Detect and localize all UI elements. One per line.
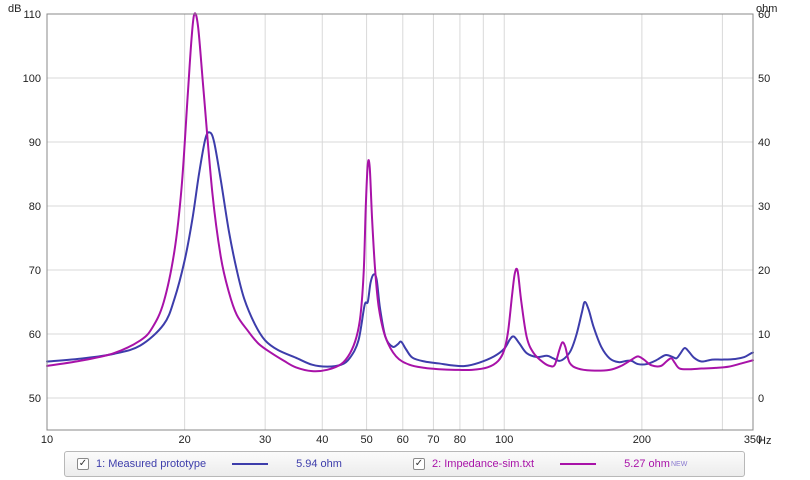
legend-item-sim[interactable]: ✓ 2: Impedance-sim.txt 5.27 ohm NEW: [413, 452, 687, 476]
x-tick-label: 100: [495, 434, 513, 446]
y-right-tick-label: 20: [758, 265, 770, 277]
y-left-unit: dB: [8, 3, 21, 15]
grid-lines: [47, 14, 753, 430]
x-unit: Hz: [758, 435, 771, 447]
legend-bar: ✓ 1: Measured prototype 5.94 ohm ✓ 2: Im…: [64, 451, 745, 477]
legend-label-sim: 2: Impedance-sim.txt: [432, 458, 535, 470]
legend-swatch-sim: [560, 463, 597, 465]
legend-value-sim: 5.27 ohm: [624, 458, 670, 470]
series-layer: [46, 12, 754, 373]
plot-frame: [46, 13, 754, 431]
y-right-tick-label: 0: [758, 393, 764, 405]
checkbox-sim[interactable]: ✓: [413, 458, 425, 470]
y-left-tick-label: 70: [29, 265, 41, 277]
x-tick-label: 30: [259, 434, 271, 446]
x-tick-label: 350: [744, 434, 762, 446]
legend-item-measured[interactable]: ✓ 1: Measured prototype 5.94 ohm: [77, 452, 342, 476]
legend-swatch-measured: [232, 463, 269, 465]
y-right-tick-label: 30: [758, 201, 770, 213]
y-left-tick-label: 110: [23, 9, 41, 21]
new-badge: NEW: [670, 460, 688, 468]
y-right-tick-label: 10: [758, 329, 770, 341]
y-right-unit: ohm: [756, 3, 777, 15]
y-left-tick-label: 100: [23, 73, 41, 85]
legend-value-measured: 5.94 ohm: [296, 458, 342, 470]
x-tick-label: 20: [179, 434, 191, 446]
x-tick-label: 200: [633, 434, 651, 446]
legend-label-measured: 1: Measured prototype: [96, 458, 207, 470]
y-left-tick-label: 80: [29, 201, 41, 213]
x-tick-label: 70: [427, 434, 439, 446]
y-right-tick-label: 40: [758, 137, 770, 149]
plot-area: [47, 14, 753, 430]
series-line-measured: [46, 131, 754, 368]
y-left-tick-label: 50: [29, 393, 41, 405]
y-left-tick-label: 60: [29, 329, 41, 341]
checkbox-measured[interactable]: ✓: [77, 458, 89, 470]
x-tick-label: 10: [41, 434, 53, 446]
y-right-tick-label: 60: [758, 9, 770, 21]
y-right-tick-label: 50: [758, 73, 770, 85]
series-line-sim: [46, 12, 754, 373]
x-tick-label: 60: [397, 434, 409, 446]
x-tick-label: 40: [316, 434, 328, 446]
x-tick-label: 50: [360, 434, 372, 446]
x-tick-label: 80: [454, 434, 466, 446]
y-left-tick-label: 90: [29, 137, 41, 149]
